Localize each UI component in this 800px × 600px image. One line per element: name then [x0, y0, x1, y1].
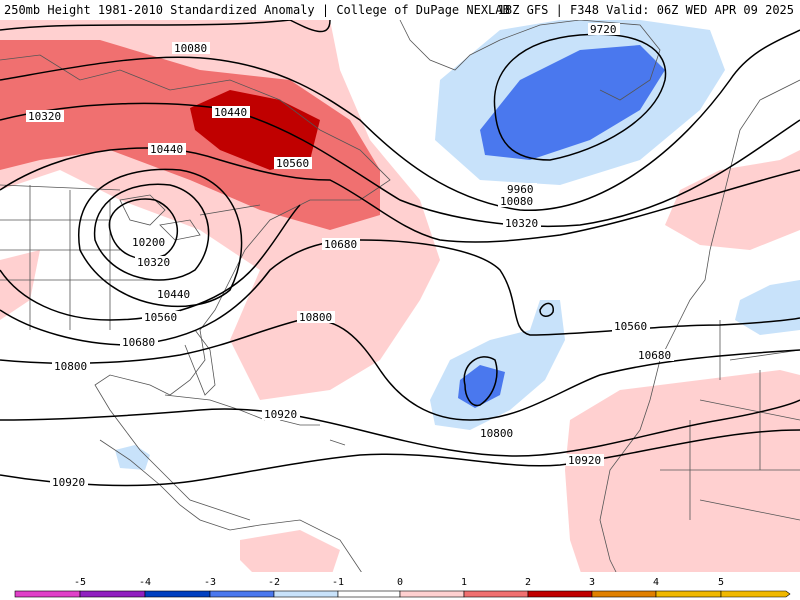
contour-label: 10560: [276, 157, 309, 170]
contour-label: 10800: [299, 311, 332, 324]
contour-label: 10560: [614, 320, 647, 333]
colorbar-tick-label: 0: [397, 577, 403, 588]
contour-label: 10800: [54, 360, 87, 373]
contour-label: 10440: [157, 288, 190, 301]
contour-label: 10560: [144, 311, 177, 324]
colorbar: -5 -4 -3 -2 -1 0 1 2 3 4 5: [0, 572, 800, 600]
colorbar-tick-label: -5: [74, 577, 86, 588]
contour-label: 10320: [505, 217, 538, 230]
contour-label: 10440: [150, 143, 183, 156]
coastlines: [0, 19, 800, 600]
colorbar-swatch: [14, 590, 81, 598]
contour-label: 9720: [590, 23, 617, 36]
contour-label: 10080: [174, 42, 207, 55]
colorbar-tick-label: 3: [589, 577, 595, 588]
contour-label: 10920: [264, 408, 297, 421]
contour-label: 10920: [568, 454, 601, 467]
contour-label: 10200: [132, 236, 165, 249]
colorbar-tick-label: 4: [653, 577, 659, 588]
colorbar-tick-label: -2: [268, 577, 280, 588]
model-run-info: 18Z GFS | F348 Valid: 06Z WED APR 09 202…: [497, 3, 794, 17]
contour-label: 10320: [28, 110, 61, 123]
colorbar-swatch: [144, 590, 211, 598]
colorbar-tick-label: 1: [461, 577, 467, 588]
colorbar-tick-label: 5: [718, 577, 724, 588]
colorbar-tick-label: 2: [525, 577, 531, 588]
colorbar-swatch: [399, 590, 465, 598]
colorbar-swatch: [79, 590, 146, 598]
contour-label: 10320: [137, 256, 170, 269]
contour-label: 10080: [500, 195, 533, 208]
colorbar-swatch: [655, 590, 722, 598]
contour-label: 10920: [52, 476, 85, 489]
height-contours: [0, 19, 800, 487]
contour-label: 10680: [122, 336, 155, 349]
colorbar-tick-label: -4: [139, 577, 151, 588]
anomaly-shading: [0, 20, 800, 600]
contour-label: 10680: [638, 349, 671, 362]
colorbar-swatch: [337, 590, 401, 598]
colorbar-swatch: [273, 590, 339, 598]
colorbar-swatch: [209, 590, 275, 598]
colorbar-swatch: [463, 590, 529, 598]
colorbar-tick-label: -1: [332, 577, 344, 588]
map-title: 250mb Height 1981-2010 Standardized Anom…: [4, 3, 510, 17]
contour-labels: 10080 10320 10440 10440 10560 10200 1032…: [26, 23, 674, 489]
colorbar-swatches: [14, 590, 791, 598]
contour-label: 10680: [324, 238, 357, 251]
colorbar-swatch: [591, 590, 657, 598]
contour-label: 10440: [214, 106, 247, 119]
contour-label: 9960: [507, 183, 534, 196]
colorbar-end: [720, 590, 791, 598]
colorbar-swatch: [527, 590, 593, 598]
contour-label: 10800: [480, 427, 513, 440]
colorbar-tick-label: -3: [204, 577, 216, 588]
colorbar-ticks: -5 -4 -3 -2 -1 0 1 2 3 4 5: [74, 577, 724, 588]
